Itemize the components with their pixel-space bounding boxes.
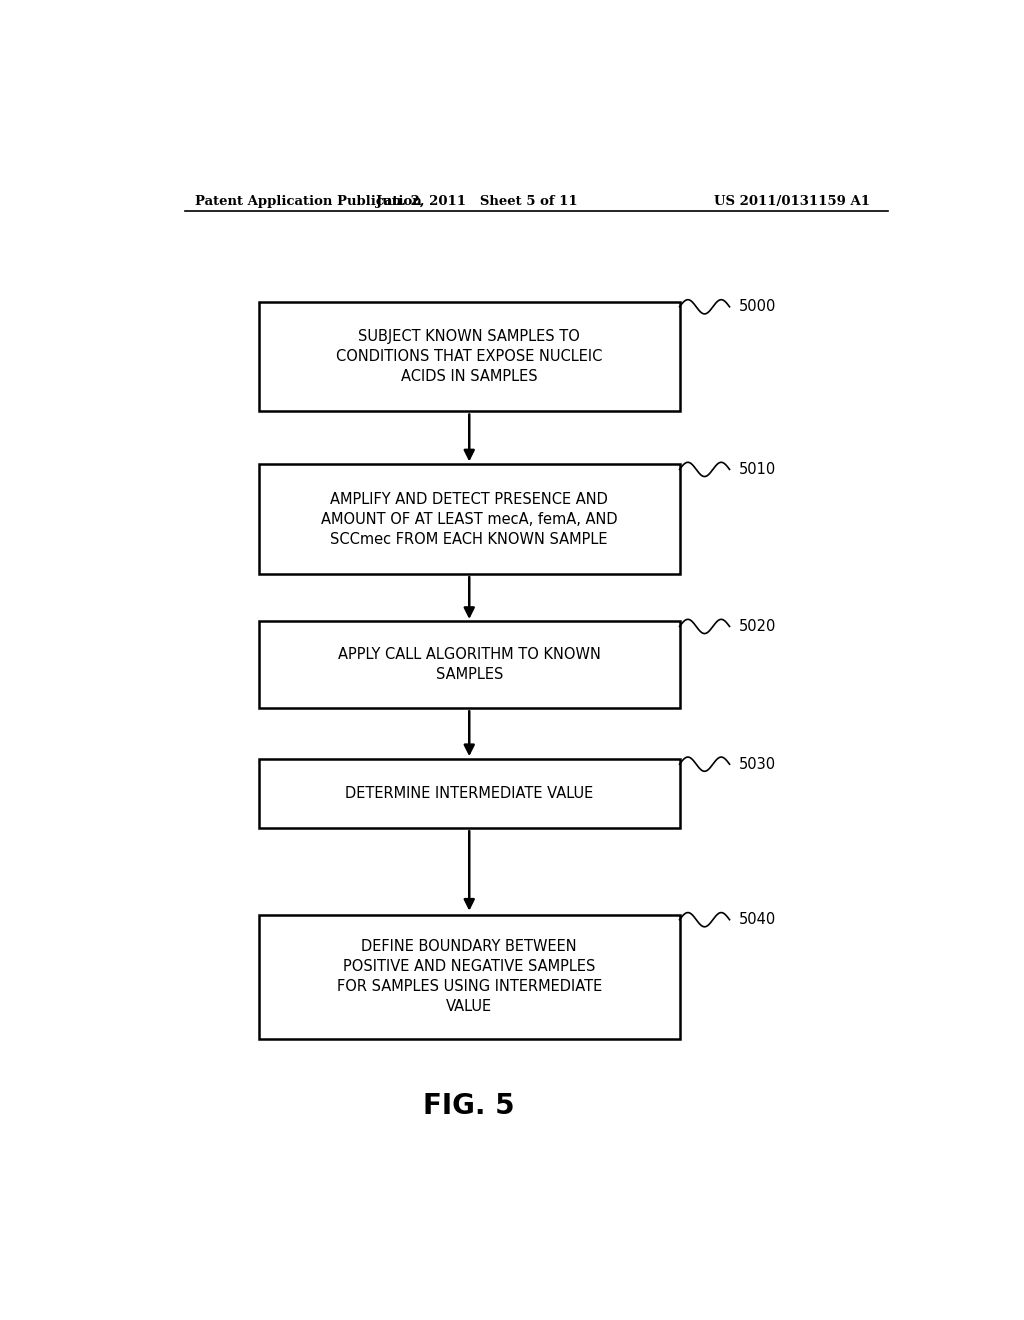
Bar (259, 302, 680, 412)
Text: SUBJECT KNOWN SAMPLES TO
CONDITIONS THAT EXPOSE NUCLEIC
ACIDS IN SAMPLES: SUBJECT KNOWN SAMPLES TO CONDITIONS THAT… (336, 329, 602, 384)
Bar (259, 465, 680, 574)
Bar (259, 759, 680, 828)
Text: Patent Application Publication: Patent Application Publication (196, 194, 422, 207)
Text: APPLY CALL ALGORITHM TO KNOWN
SAMPLES: APPLY CALL ALGORITHM TO KNOWN SAMPLES (338, 647, 601, 682)
Text: DEFINE BOUNDARY BETWEEN
POSITIVE AND NEGATIVE SAMPLES
FOR SAMPLES USING INTERMED: DEFINE BOUNDARY BETWEEN POSITIVE AND NEG… (337, 940, 602, 1014)
Text: 5000: 5000 (739, 300, 776, 314)
Text: 5010: 5010 (739, 462, 776, 477)
Bar (259, 622, 680, 708)
Text: 5020: 5020 (739, 619, 776, 634)
Text: 5030: 5030 (739, 756, 776, 772)
Text: DETERMINE INTERMEDIATE VALUE: DETERMINE INTERMEDIATE VALUE (345, 787, 593, 801)
Text: US 2011/0131159 A1: US 2011/0131159 A1 (714, 194, 870, 207)
Text: AMPLIFY AND DETECT PRESENCE AND
AMOUNT OF AT LEAST mecA, femA, AND
SCCmec FROM E: AMPLIFY AND DETECT PRESENCE AND AMOUNT O… (321, 492, 617, 546)
Bar (259, 915, 680, 1039)
Text: 5040: 5040 (739, 912, 776, 927)
Text: FIG. 5: FIG. 5 (424, 1092, 515, 1119)
Text: Jun. 2, 2011   Sheet 5 of 11: Jun. 2, 2011 Sheet 5 of 11 (377, 194, 578, 207)
